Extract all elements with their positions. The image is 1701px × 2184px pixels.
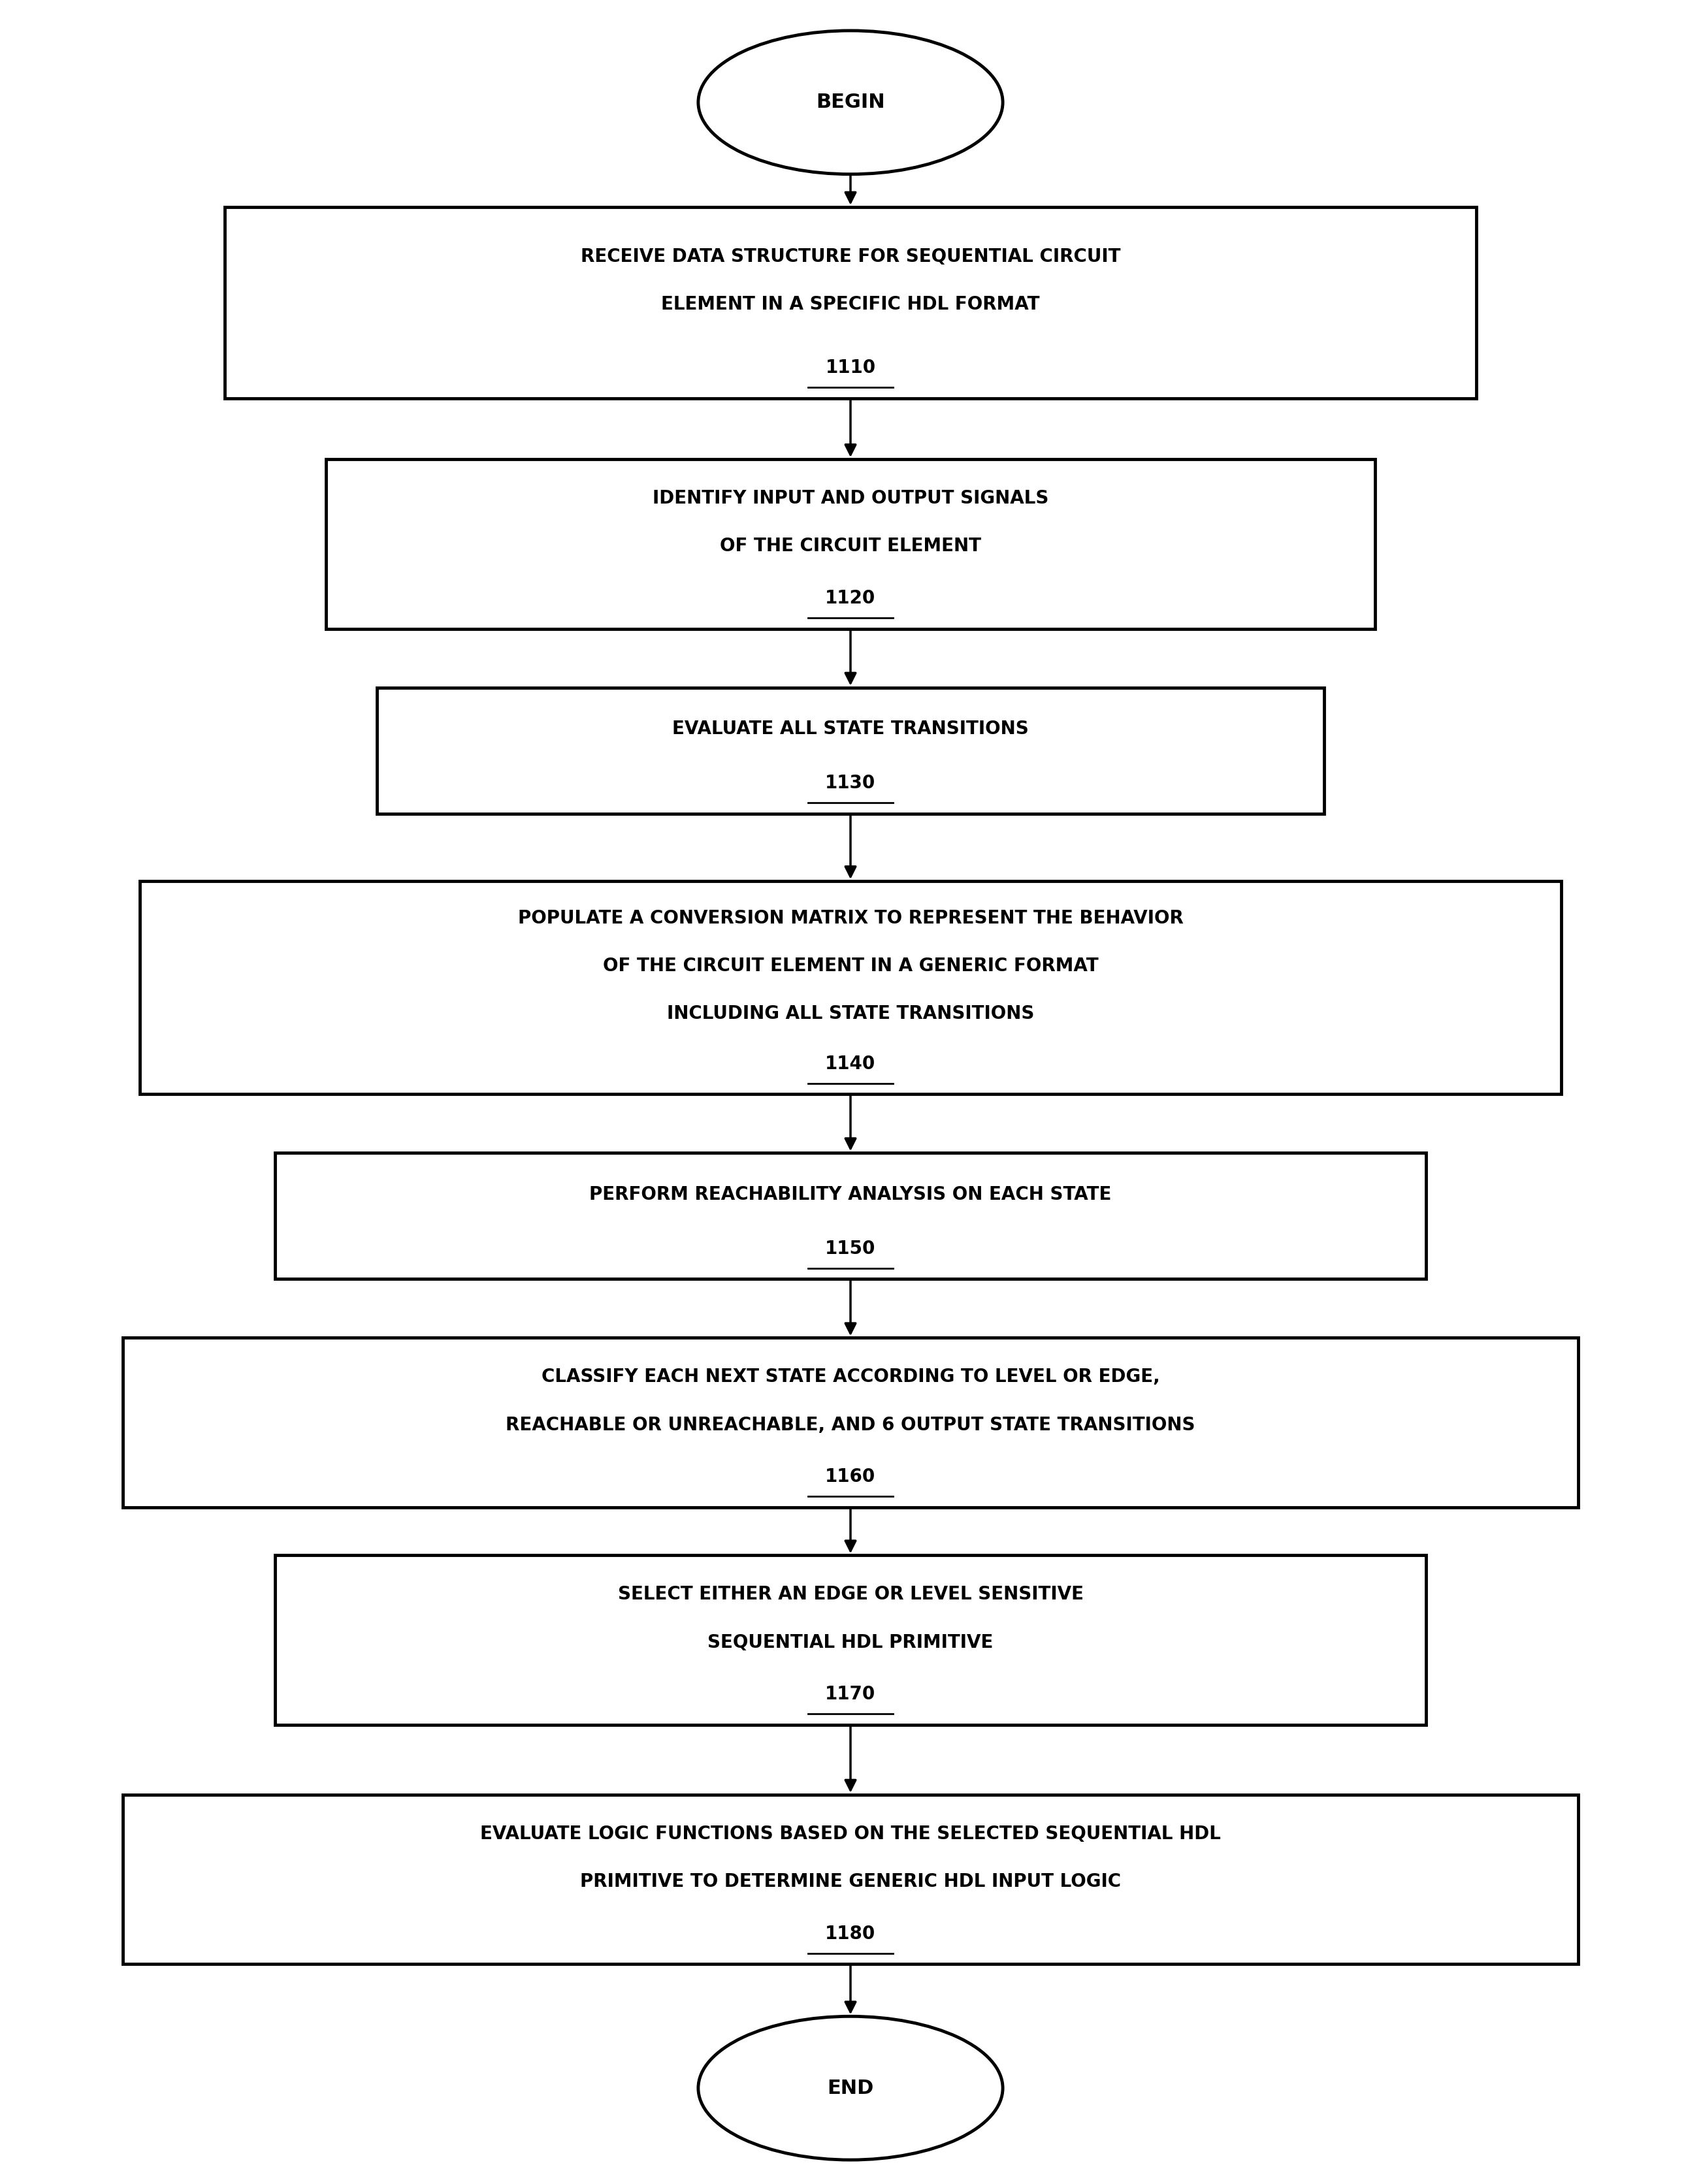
Text: BEGIN: BEGIN — [816, 94, 885, 111]
FancyBboxPatch shape — [376, 688, 1325, 815]
Text: 1180: 1180 — [825, 1924, 876, 1944]
Text: 1160: 1160 — [825, 1468, 876, 1485]
Text: SEQUENTIAL HDL PRIMITIVE: SEQUENTIAL HDL PRIMITIVE — [708, 1634, 993, 1651]
Text: EVALUATE ALL STATE TRANSITIONS: EVALUATE ALL STATE TRANSITIONS — [672, 721, 1029, 738]
Text: END: END — [827, 2079, 874, 2097]
Text: 1130: 1130 — [825, 773, 876, 793]
Ellipse shape — [697, 31, 1004, 175]
Text: INCLUDING ALL STATE TRANSITIONS: INCLUDING ALL STATE TRANSITIONS — [667, 1005, 1034, 1022]
FancyBboxPatch shape — [225, 207, 1476, 397]
Text: IDENTIFY INPUT AND OUTPUT SIGNALS: IDENTIFY INPUT AND OUTPUT SIGNALS — [653, 489, 1048, 507]
Text: PRIMITIVE TO DETERMINE GENERIC HDL INPUT LOGIC: PRIMITIVE TO DETERMINE GENERIC HDL INPUT… — [580, 1872, 1121, 1891]
Text: SELECT EITHER AN EDGE OR LEVEL SENSITIVE: SELECT EITHER AN EDGE OR LEVEL SENSITIVE — [617, 1586, 1084, 1603]
FancyBboxPatch shape — [276, 1153, 1425, 1280]
Text: 1150: 1150 — [825, 1241, 876, 1258]
Text: ELEMENT IN A SPECIFIC HDL FORMAT: ELEMENT IN A SPECIFIC HDL FORMAT — [662, 295, 1039, 314]
FancyBboxPatch shape — [122, 1339, 1579, 1507]
Text: 1110: 1110 — [825, 358, 876, 378]
FancyBboxPatch shape — [122, 1795, 1579, 1963]
Text: POPULATE A CONVERSION MATRIX TO REPRESENT THE BEHAVIOR: POPULATE A CONVERSION MATRIX TO REPRESEN… — [517, 909, 1184, 928]
Text: REACHABLE OR UNREACHABLE, AND 6 OUTPUT STATE TRANSITIONS: REACHABLE OR UNREACHABLE, AND 6 OUTPUT S… — [505, 1415, 1196, 1435]
Text: OF THE CIRCUIT ELEMENT IN A GENERIC FORMAT: OF THE CIRCUIT ELEMENT IN A GENERIC FORM… — [602, 957, 1099, 974]
Text: OF THE CIRCUIT ELEMENT: OF THE CIRCUIT ELEMENT — [720, 537, 981, 555]
Text: PERFORM REACHABILITY ANALYSIS ON EACH STATE: PERFORM REACHABILITY ANALYSIS ON EACH ST… — [590, 1186, 1111, 1203]
FancyBboxPatch shape — [276, 1555, 1425, 1725]
Ellipse shape — [697, 2016, 1004, 2160]
Text: CLASSIFY EACH NEXT STATE ACCORDING TO LEVEL OR EDGE,: CLASSIFY EACH NEXT STATE ACCORDING TO LE… — [541, 1367, 1160, 1387]
Text: 1140: 1140 — [825, 1055, 876, 1072]
Text: 1120: 1120 — [825, 590, 876, 607]
Text: EVALUATE LOGIC FUNCTIONS BASED ON THE SELECTED SEQUENTIAL HDL: EVALUATE LOGIC FUNCTIONS BASED ON THE SE… — [480, 1824, 1221, 1843]
FancyBboxPatch shape — [139, 880, 1562, 1094]
Text: 1170: 1170 — [825, 1686, 876, 1704]
FancyBboxPatch shape — [327, 459, 1374, 629]
Text: RECEIVE DATA STRUCTURE FOR SEQUENTIAL CIRCUIT: RECEIVE DATA STRUCTURE FOR SEQUENTIAL CI… — [580, 247, 1121, 266]
